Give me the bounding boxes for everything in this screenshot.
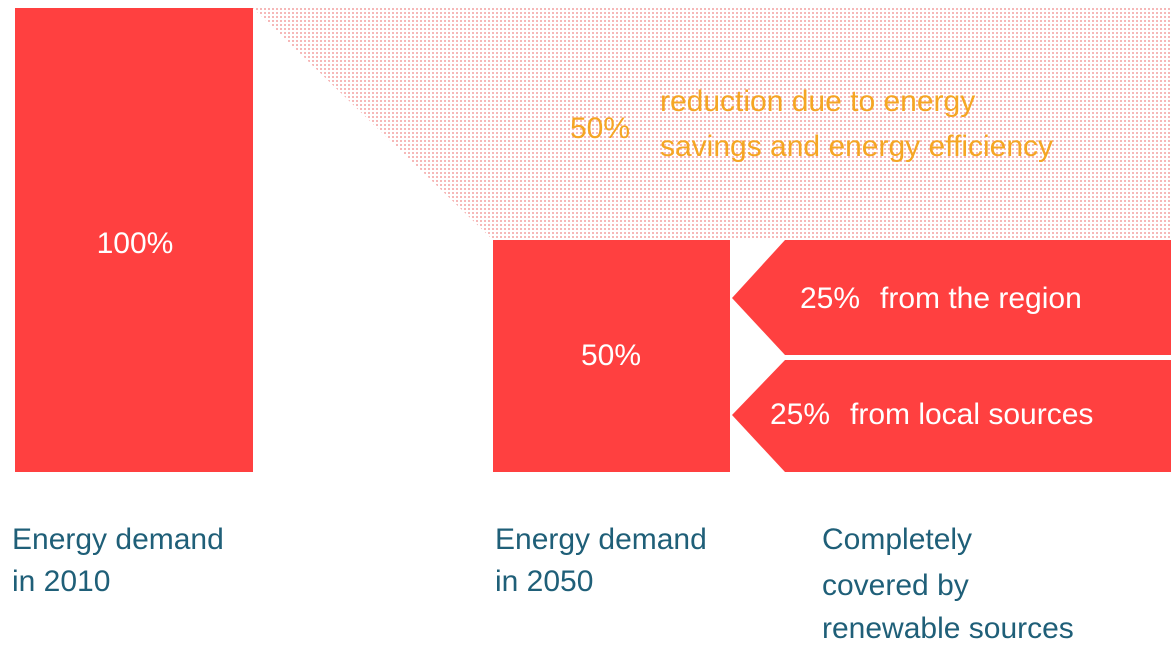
value: 100% bbox=[97, 227, 174, 260]
label: in 2050 bbox=[495, 565, 593, 598]
source-arrow bbox=[732, 240, 1171, 355]
demand-2050-block bbox=[493, 240, 730, 472]
source-arrow bbox=[732, 360, 1171, 472]
label: in 2010 bbox=[12, 565, 110, 598]
value: 50% bbox=[570, 112, 630, 145]
source-text: from the region bbox=[880, 282, 1082, 315]
label: renewable sources bbox=[822, 612, 1074, 645]
value: 50% bbox=[581, 339, 641, 372]
label: Completely bbox=[822, 523, 972, 556]
source-text: from local sources bbox=[850, 398, 1093, 431]
label: Energy demand bbox=[495, 523, 707, 556]
reduction-area bbox=[253, 8, 1171, 240]
value: 25% bbox=[800, 282, 860, 315]
demand-2010-block bbox=[15, 8, 253, 472]
note: savings and energy efficiency bbox=[660, 130, 1053, 163]
note: reduction due to energy bbox=[660, 85, 975, 118]
label: covered by bbox=[822, 569, 969, 602]
label: Energy demand bbox=[12, 523, 224, 556]
value: 25% bbox=[770, 398, 830, 431]
